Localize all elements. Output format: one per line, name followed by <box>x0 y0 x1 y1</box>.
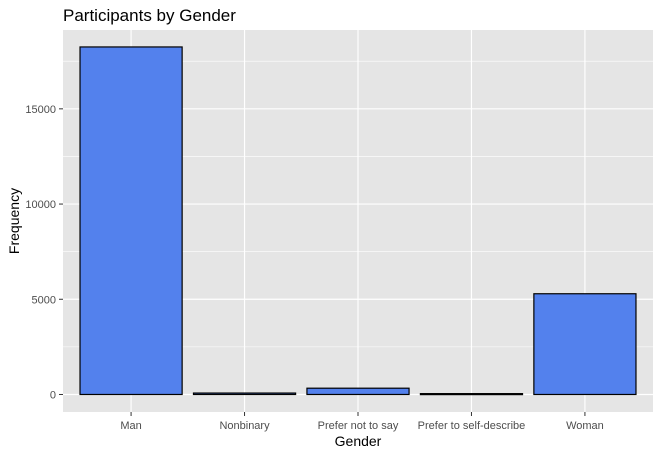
y-axis-ticks: 0 5000 10000 15000 <box>25 104 63 401</box>
x-tick-label: Prefer not to say <box>318 420 399 432</box>
bar-woman <box>533 293 637 396</box>
bars <box>79 46 637 396</box>
chart-title: Participants by Gender <box>63 6 236 25</box>
y-axis-title: Frequency <box>6 188 22 254</box>
y-tick-label: 0 <box>50 389 56 401</box>
x-tick-label: Nonbinary <box>219 420 270 432</box>
x-tick-label: Woman <box>566 420 604 432</box>
x-tick-label: Prefer to self-describe <box>418 420 526 432</box>
bar-prefer-to-self-describe <box>419 393 524 396</box>
x-axis-title: Gender <box>335 433 382 449</box>
y-tick-label: 10000 <box>25 199 56 211</box>
bar-prefer-not-to-say <box>306 387 410 396</box>
x-axis-ticks: Man Nonbinary Prefer not to say Prefer to s… <box>120 412 604 432</box>
bar-nonbinary <box>192 392 297 396</box>
y-tick-label: 15000 <box>25 104 56 116</box>
x-tick-label: Man <box>120 420 141 432</box>
y-tick-label: 5000 <box>32 294 56 306</box>
bar-man <box>79 46 183 396</box>
